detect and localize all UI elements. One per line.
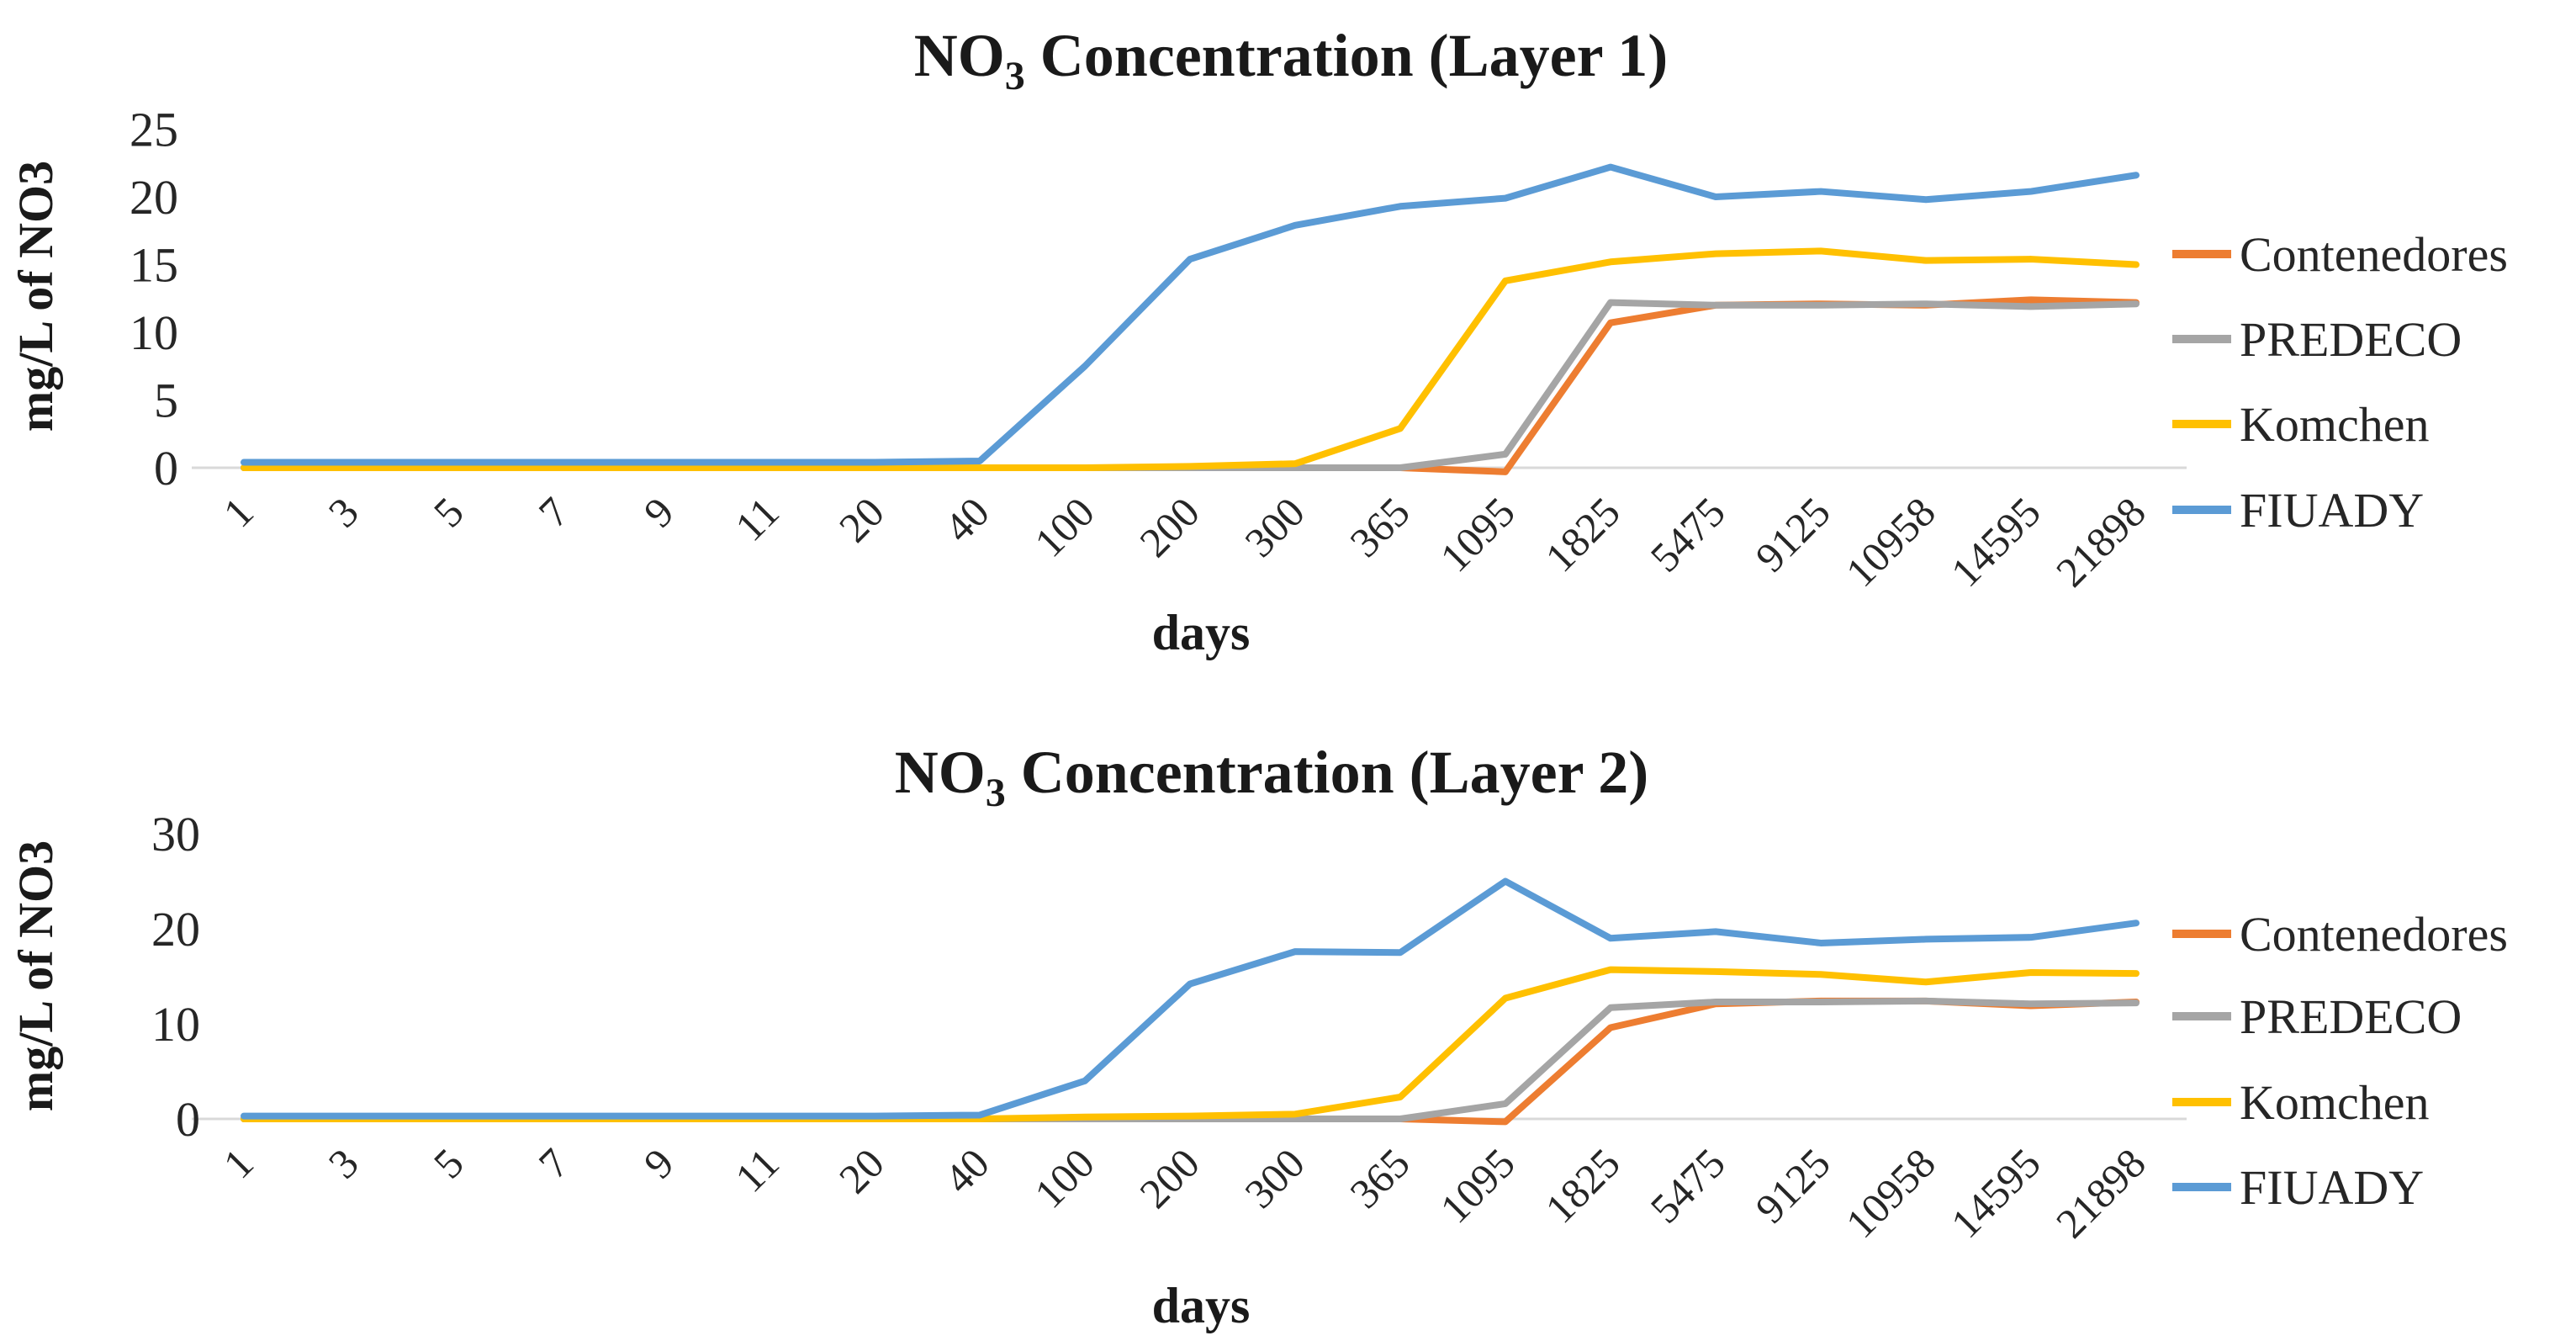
chart1-legend-label-contenedores: Contenedores (2240, 227, 2508, 282)
chart1-x-tick-label: 1825 (1536, 488, 1628, 580)
chart1-series-line-contenedores (241, 296, 2140, 475)
chart2-x-tick-label: 365 (1341, 1139, 1419, 1217)
chart1-x-tick-label: 1095 (1431, 488, 1523, 580)
chart1-x-axis-title: days (1152, 605, 1251, 660)
chart2-y-tick-label: 0 (176, 1092, 200, 1147)
chart2-x-tick-label: 300 (1235, 1139, 1314, 1217)
chart2-x-tick-label: 1825 (1536, 1139, 1628, 1232)
chart1-x-tick-label: 20 (830, 488, 893, 551)
chart1-legend-label-fiuady: FIUADY (2240, 483, 2424, 538)
chart1-series-line-komchen (241, 247, 2140, 471)
chart2-x-tick-label: 3 (320, 1139, 368, 1187)
chart2-x-tick-label: 1 (214, 1139, 262, 1187)
chart2-series-line-fiuady (241, 877, 2140, 1120)
chart1-y-tick-label: 10 (130, 305, 178, 360)
chart1-y-tick-label: 5 (154, 374, 178, 428)
chart1-x-tick-label: 300 (1235, 488, 1314, 566)
chart2-y-axis-title: mg/L of NO3 (8, 840, 63, 1111)
chart2-title: NO3 Concentration (Layer 2) (895, 739, 1649, 815)
chart2-x-tick-label: 21898 (2047, 1139, 2155, 1247)
chart1-x-tick-label: 3 (320, 488, 368, 536)
chart1-x-tick-label: 11 (726, 488, 788, 550)
chart2-y-tick-label: 10 (151, 997, 200, 1052)
chart1-x-tick-label: 200 (1130, 488, 1209, 566)
chart2-x-tick-label: 9125 (1746, 1139, 1838, 1232)
chart1-x-tick-label: 5475 (1641, 488, 1733, 580)
chart2-x-tick-label: 20 (830, 1139, 893, 1202)
chart1-y-tick-label: 0 (154, 441, 178, 496)
chart2-x-tick-label: 7 (530, 1139, 578, 1187)
chart2-x-tick-label: 11 (726, 1139, 788, 1201)
chart1-title: NO3 Concentration (Layer 1) (914, 22, 1669, 98)
chart1-legend-label-komchen: Komchen (2240, 397, 2430, 452)
chart1-x-tick-label: 365 (1341, 488, 1419, 566)
chart2-y-tick-label: 20 (151, 902, 200, 957)
chart1-y-tick-label: 25 (130, 103, 178, 157)
chart1-x-tick-label: 40 (935, 488, 998, 551)
chart1-x-tick-label: 7 (530, 488, 578, 536)
chart1-x-tick-label: 9 (635, 488, 683, 536)
chart2-series-line-komchen (241, 966, 2140, 1122)
chart1-y-tick-label: 15 (130, 238, 178, 293)
chart2-x-tick-label: 5 (425, 1139, 473, 1187)
chart1-x-tick-label: 10958 (1837, 488, 1944, 596)
chart1-x-tick-label: 21898 (2047, 488, 2155, 596)
chart2-x-tick-label: 9 (635, 1139, 683, 1187)
chart1-x-tick-label: 14595 (1942, 488, 2050, 596)
chart2-series-line-predeco (241, 997, 2140, 1122)
chart1-x-tick-label: 9125 (1746, 488, 1838, 580)
chart1-x-tick-label: 1 (214, 488, 262, 536)
chart2-legend-label-predeco: PREDECO (2240, 989, 2462, 1044)
chart2-legend-label-komchen: Komchen (2240, 1075, 2430, 1130)
chart2-x-tick-label: 1095 (1431, 1139, 1523, 1232)
chart2-x-tick-label: 200 (1130, 1139, 1209, 1217)
chart1-series-line-fiuady (241, 163, 2140, 466)
chart2-x-tick-label: 40 (935, 1139, 998, 1202)
chart2-x-tick-label: 10958 (1837, 1139, 1944, 1247)
chart2-x-axis-title: days (1152, 1278, 1251, 1333)
chart1-x-tick-label: 5 (425, 488, 473, 536)
chart2-x-tick-label: 14595 (1942, 1139, 2050, 1247)
chart2-legend-label-fiuady: FIUADY (2240, 1160, 2424, 1215)
chart1-legend-label-predeco: PREDECO (2240, 312, 2462, 367)
chart1-series-line-predeco (241, 299, 2140, 471)
chart2-y-tick-label: 30 (151, 807, 200, 861)
chart2-x-tick-label: 100 (1025, 1139, 1103, 1217)
chart2-series-line-contenedores (241, 997, 2140, 1126)
chart2-legend-label-contenedores: Contenedores (2240, 907, 2508, 962)
chart2-x-tick-label: 5475 (1641, 1139, 1733, 1232)
chart1-x-tick-label: 100 (1025, 488, 1103, 566)
chart1-y-tick-label: 20 (130, 170, 178, 225)
chart1-y-axis-title: mg/L of NO3 (8, 161, 63, 432)
